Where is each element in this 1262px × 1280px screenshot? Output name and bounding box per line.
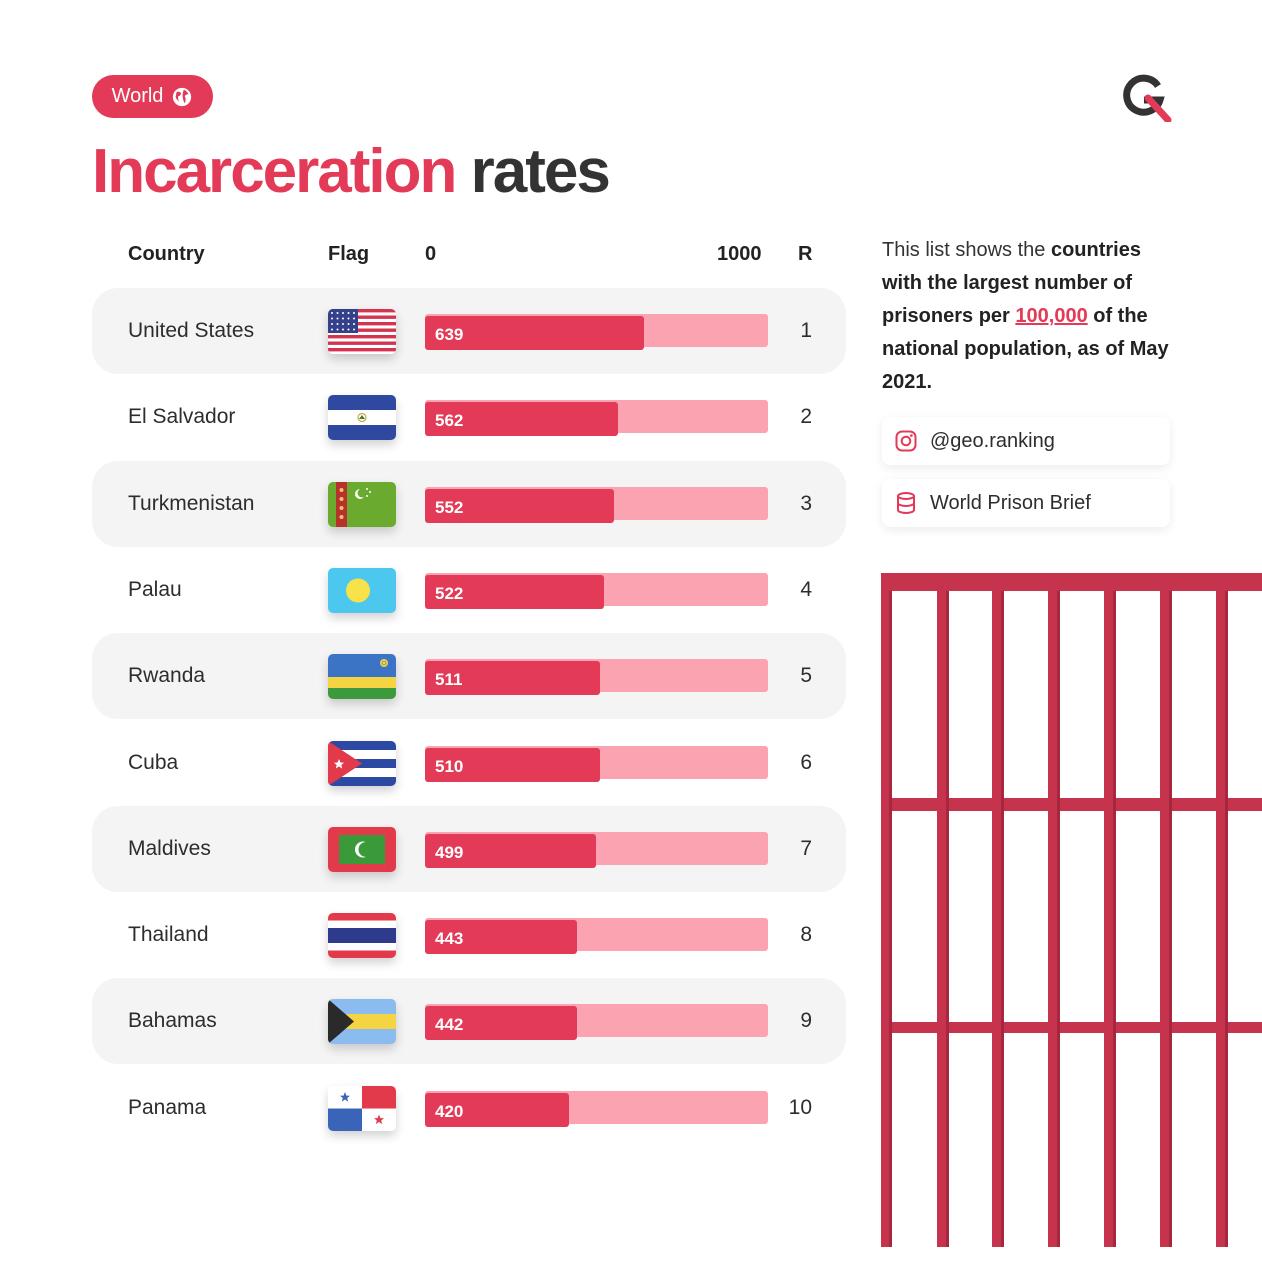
bar-value-label: 510 bbox=[435, 756, 464, 776]
header-country: Country bbox=[128, 243, 205, 265]
table-row: Thailand 443 8 bbox=[92, 892, 846, 978]
flag-bahamas-icon bbox=[328, 999, 396, 1045]
bar-value-label: 511 bbox=[435, 670, 463, 690]
database-icon bbox=[897, 492, 915, 514]
bar-track: 639 bbox=[425, 314, 768, 350]
badge-label: World bbox=[111, 85, 164, 107]
rank-number: 10 bbox=[788, 1095, 812, 1119]
table-row: Cuba 510 6 bbox=[92, 720, 846, 806]
table-row: Turkmenistan 552 3 bbox=[92, 460, 846, 547]
bar-value-label: 639 bbox=[435, 325, 464, 344]
table-row: Panama 420 10 bbox=[92, 1065, 846, 1151]
source-instagram[interactable]: @geo.ranking bbox=[882, 417, 1170, 465]
description: This list shows the countries with the l… bbox=[882, 234, 1182, 399]
table-row: United States 639 1 bbox=[92, 288, 846, 374]
bar-track: 420 bbox=[425, 1090, 768, 1127]
country-name: United States bbox=[128, 319, 255, 342]
prison-bars-illustration bbox=[881, 573, 1262, 1247]
rank-number: 5 bbox=[800, 664, 812, 688]
bar-value-label: 499 bbox=[435, 842, 464, 862]
country-name: Palau bbox=[128, 577, 182, 601]
header-scale-min: 0 bbox=[425, 243, 437, 265]
bar-fill: 511 bbox=[425, 661, 601, 696]
bar-track: 499 bbox=[425, 831, 768, 868]
rank-number: 4 bbox=[800, 577, 812, 601]
table-row: El Salvador 562 2 bbox=[92, 374, 846, 460]
globe-icon bbox=[173, 87, 192, 106]
country-name: Cuba bbox=[128, 750, 179, 774]
bar-fill: 442 bbox=[425, 1006, 577, 1041]
rank-number: 3 bbox=[800, 491, 812, 515]
bar-fill: 443 bbox=[425, 920, 577, 955]
header-flag: Flag bbox=[328, 243, 370, 265]
rank-number: 1 bbox=[800, 319, 812, 342]
country-name: Bahamas bbox=[128, 1009, 217, 1033]
bar-fill: 420 bbox=[425, 1092, 570, 1127]
bar-fill: 562 bbox=[425, 402, 618, 437]
bar-track: 562 bbox=[425, 400, 768, 437]
description-highlight: 100,000 bbox=[1015, 305, 1088, 327]
bar-value-label: 420 bbox=[435, 1101, 464, 1121]
bar-track: 510 bbox=[425, 745, 768, 782]
flag-el-salvador-icon bbox=[328, 395, 396, 441]
bar-fill: 522 bbox=[425, 574, 605, 609]
description-bold-2: of the national population, as of May 20… bbox=[882, 305, 1169, 393]
bar-value-label: 552 bbox=[435, 497, 464, 517]
country-name: Thailand bbox=[128, 923, 209, 947]
flag-turkmenistan-icon bbox=[328, 481, 396, 527]
flag-united-states-icon bbox=[328, 309, 396, 354]
bar-fill: 510 bbox=[425, 747, 600, 782]
bar-track: 511 bbox=[425, 659, 768, 696]
region-badge: World bbox=[92, 75, 213, 118]
rank-number: 2 bbox=[800, 405, 812, 429]
rank-number: 7 bbox=[800, 836, 812, 860]
page-title: Incarceration rates bbox=[92, 134, 611, 210]
bar-value-label: 442 bbox=[435, 1015, 464, 1035]
flag-cuba-icon bbox=[328, 740, 396, 786]
bar-track: 442 bbox=[425, 1004, 768, 1041]
bar-value-label: 443 bbox=[435, 929, 464, 949]
bar-track: 443 bbox=[425, 918, 768, 955]
instagram-icon bbox=[895, 430, 917, 452]
country-name: El Salvador bbox=[128, 405, 236, 429]
rank-number: 6 bbox=[800, 750, 812, 774]
country-name: Rwanda bbox=[128, 664, 206, 688]
header-rank: R bbox=[798, 243, 813, 265]
flag-thailand-icon bbox=[328, 913, 396, 959]
bar-fill: 499 bbox=[425, 833, 597, 868]
flag-palau-icon bbox=[328, 567, 396, 613]
header-scale-max: 1000 bbox=[717, 243, 762, 265]
bar-track: 552 bbox=[425, 486, 768, 523]
country-name: Turkmenistan bbox=[128, 491, 255, 515]
table-row: Palau 522 4 bbox=[92, 547, 846, 633]
flag-rwanda-icon bbox=[328, 654, 396, 700]
table-row: Maldives 499 7 bbox=[92, 805, 846, 892]
flag-maldives-icon bbox=[328, 826, 396, 872]
description-bold-1: countries with the largest number of pri… bbox=[882, 239, 1141, 327]
source-instagram-label: @geo.ranking bbox=[930, 429, 1055, 452]
geo-ranking-logo bbox=[1123, 74, 1172, 122]
bar-value-label: 562 bbox=[435, 411, 464, 431]
flag-panama-icon bbox=[328, 1085, 396, 1131]
description-intro: This list shows the bbox=[882, 239, 1051, 261]
table-row: Rwanda 511 5 bbox=[92, 633, 846, 720]
source-database-label: World Prison Brief bbox=[930, 491, 1091, 514]
title-part-highlight: Incarceration bbox=[92, 137, 457, 206]
bar-value-label: 522 bbox=[435, 583, 464, 603]
country-name: Maldives bbox=[128, 836, 211, 860]
title-part-dark: rates bbox=[470, 137, 611, 206]
bar-fill: 639 bbox=[425, 316, 645, 350]
rank-number: 9 bbox=[800, 1009, 812, 1033]
rank-number: 8 bbox=[800, 923, 812, 947]
table-row: Bahamas 442 9 bbox=[92, 978, 846, 1065]
source-database: World Prison Brief bbox=[882, 479, 1170, 527]
bar-fill: 552 bbox=[425, 488, 615, 523]
bar-track: 522 bbox=[425, 572, 768, 609]
country-name: Panama bbox=[128, 1095, 207, 1119]
